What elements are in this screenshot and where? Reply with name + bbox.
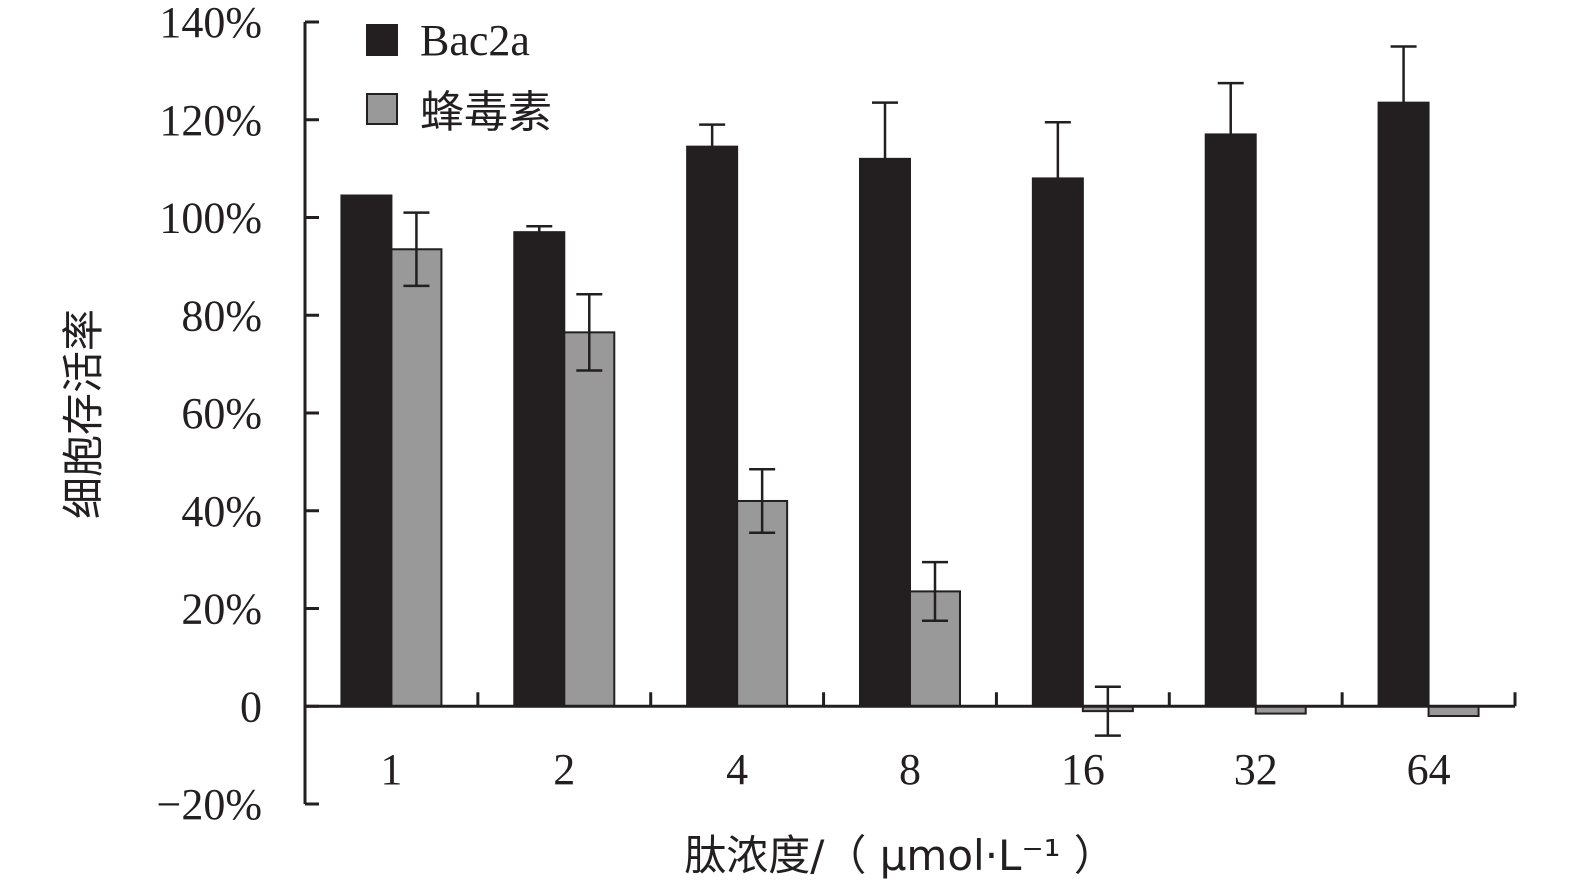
x-tick-label: 16	[1061, 745, 1105, 794]
y-tick-label: 140%	[159, 0, 262, 47]
y-tick-label: 20%	[181, 585, 262, 634]
bar-bac2a	[1204, 133, 1257, 708]
y-tick-label: 120%	[159, 96, 262, 145]
legend-label-melittin: 蜂毒素	[420, 88, 552, 137]
y-tick-label: 80%	[181, 291, 262, 340]
bar-bac2a	[513, 231, 566, 708]
y-tick-label: 100%	[159, 194, 262, 243]
bar-bac2a	[859, 157, 911, 708]
x-ticks: 1 2 4 8 16 32 64	[380, 692, 1517, 794]
x-tick-label: 32	[1234, 745, 1278, 794]
x-tick-label: 1	[380, 745, 402, 794]
legend: Bac2a 蜂毒素	[366, 16, 552, 137]
x-tick-label: 4	[726, 745, 748, 794]
y-ticks: −20% 0 20% 40% 60% 80% 100% 120% 140%	[157, 0, 319, 829]
bar-melittin	[736, 499, 789, 708]
bar-bac2a	[1377, 101, 1430, 708]
bar-melittin	[390, 248, 443, 708]
x-tick-label: 64	[1407, 745, 1451, 794]
legend-label-bac2a: Bac2a	[420, 16, 530, 65]
y-tick-label: 0	[240, 682, 262, 731]
y-tick-label: 60%	[181, 389, 262, 438]
x-axis-title: 肽浓度/（ μmol·L⁻¹ ）	[684, 831, 1116, 880]
bars-layer	[340, 101, 1480, 718]
y-axis-title: 细胞存活率	[59, 309, 108, 519]
error-bars-layer	[403, 45, 1417, 737]
legend-swatch-bac2a	[366, 24, 398, 56]
x-tick-label: 2	[553, 745, 575, 794]
bar-bac2a	[686, 145, 739, 708]
y-tick-label: 40%	[181, 487, 262, 536]
bar-bac2a	[1031, 177, 1084, 708]
bar-melittin	[563, 331, 616, 708]
bar-bac2a	[340, 194, 393, 708]
x-tick-label: 8	[899, 745, 921, 794]
y-tick-label: −20%	[157, 780, 262, 829]
legend-swatch-melittin	[366, 93, 398, 125]
